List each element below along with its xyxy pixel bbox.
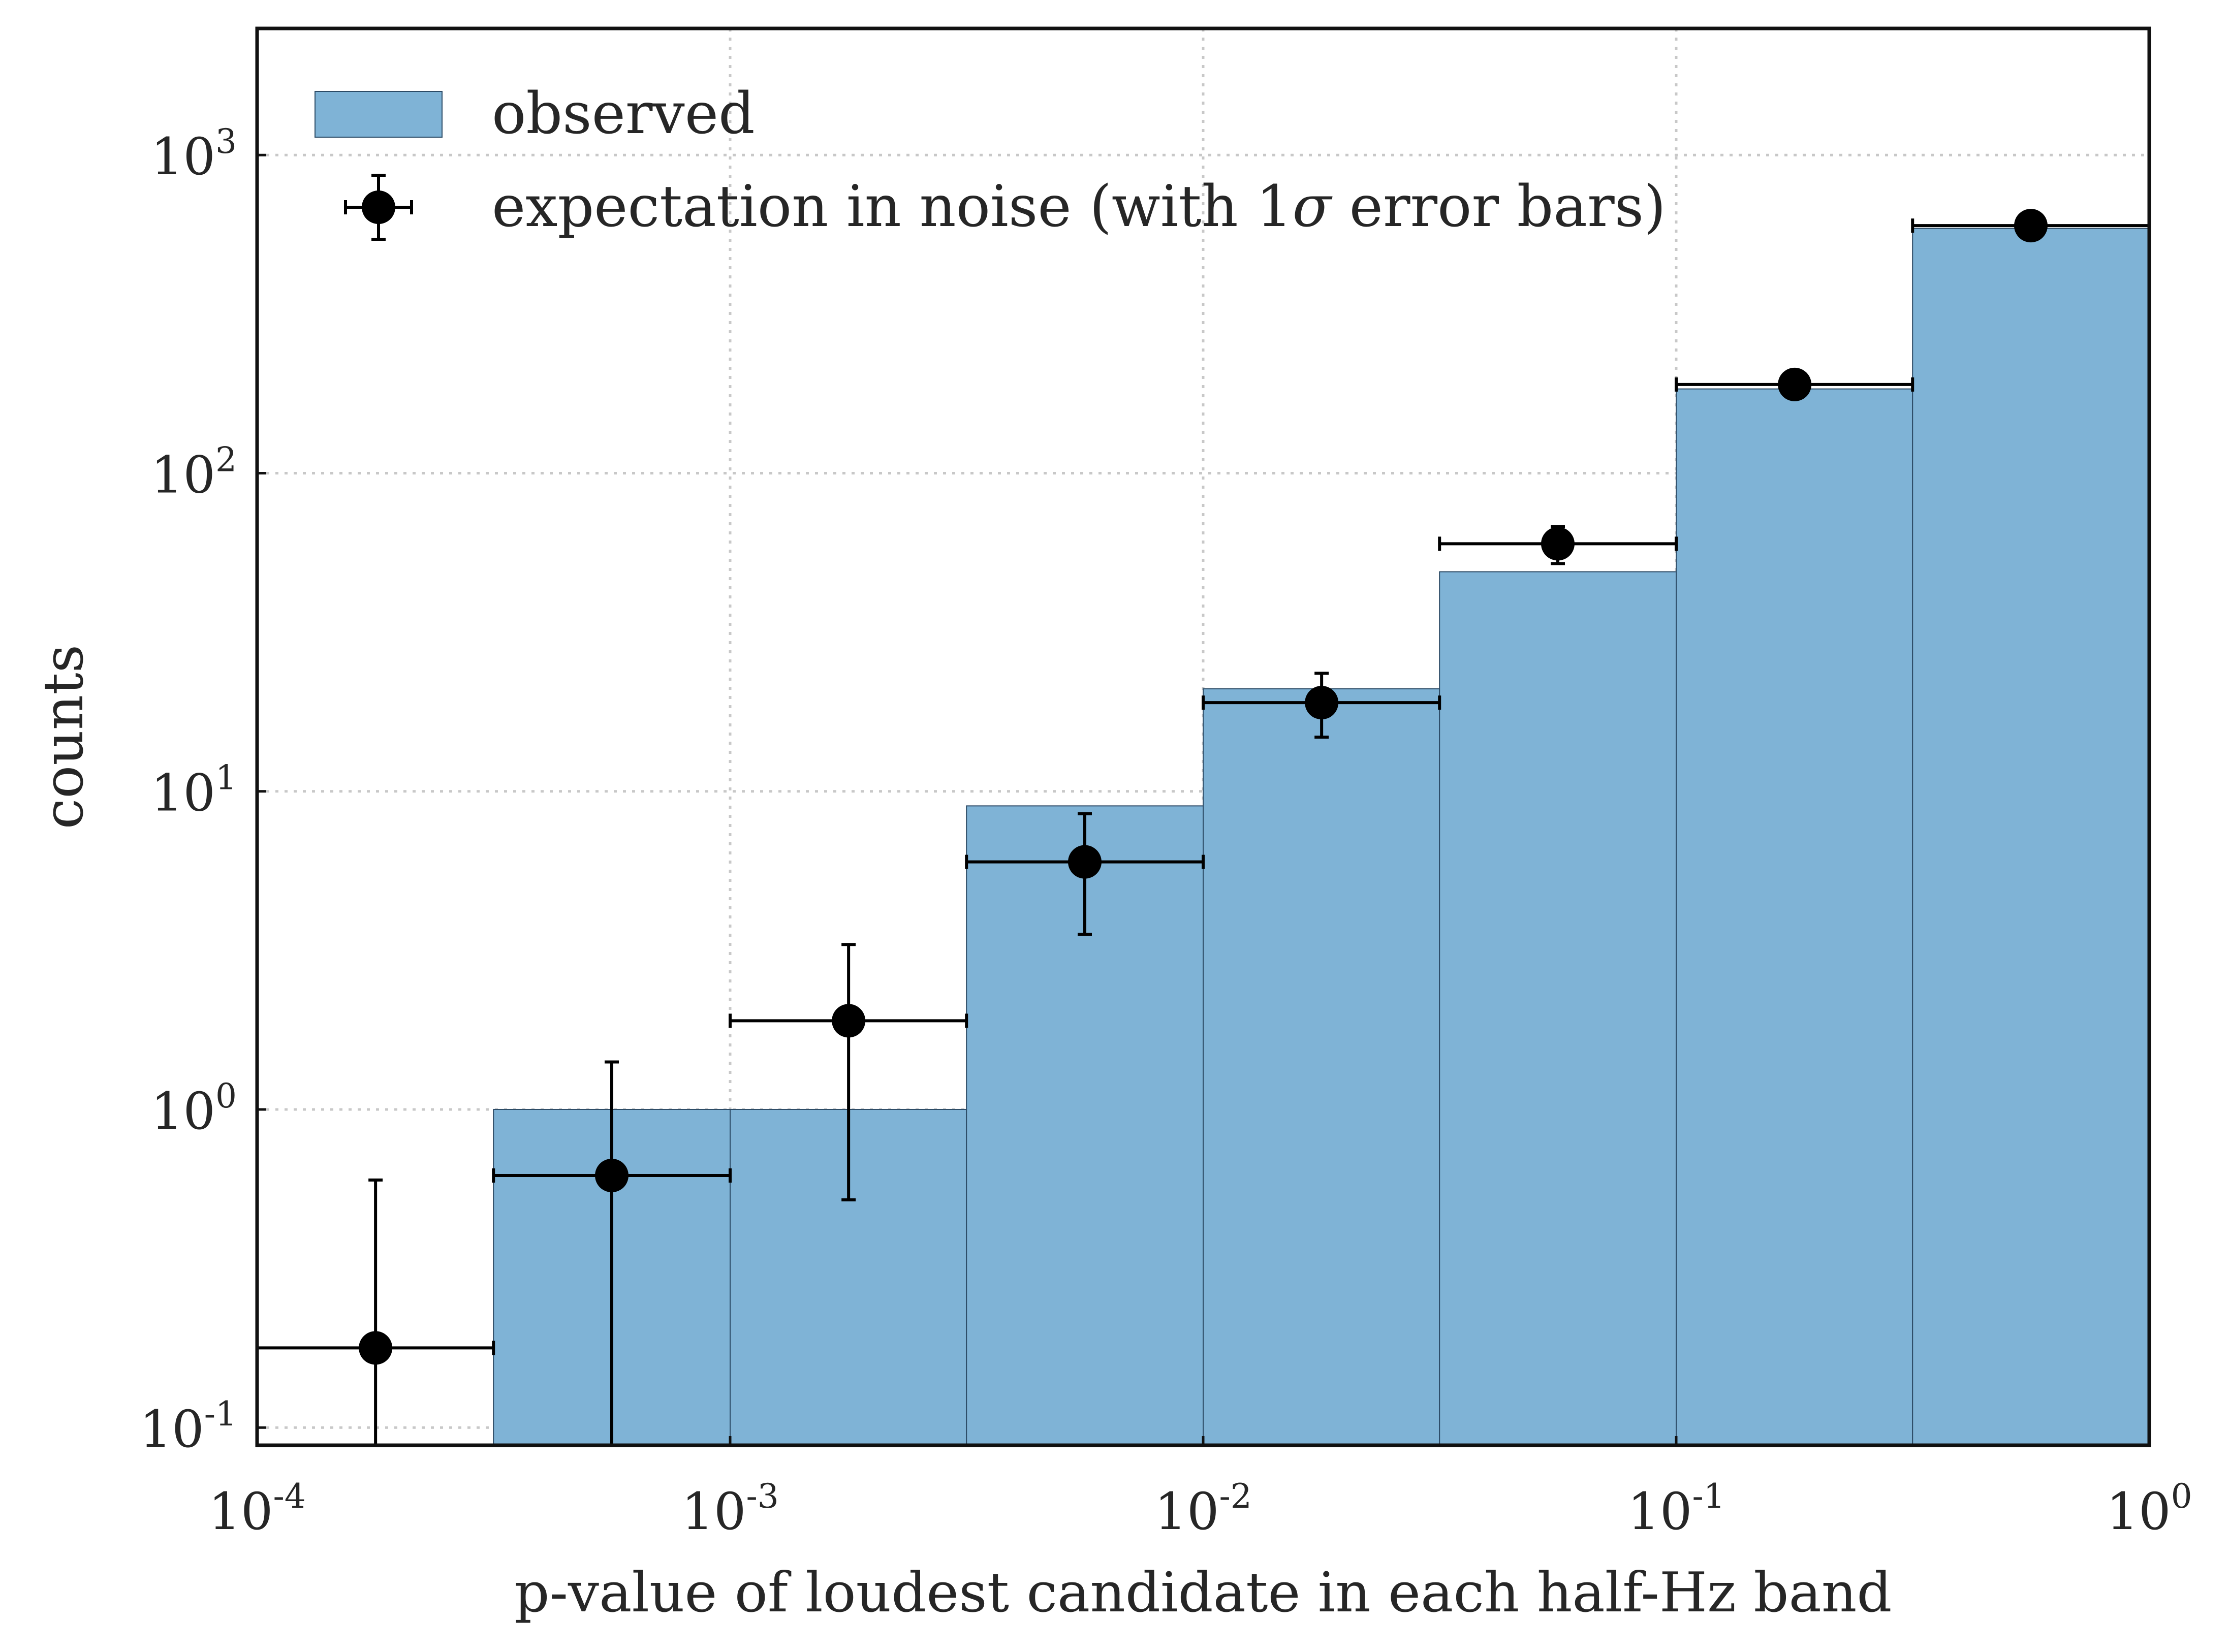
y-tick-label-base: 10 — [151, 1082, 215, 1141]
legend-observed-swatch — [315, 91, 443, 138]
legend-expectation-marker — [344, 174, 413, 241]
x-tick-label-exponent: -1 — [1692, 1477, 1724, 1516]
expectation-point — [595, 1158, 629, 1192]
legend-marker-dot — [362, 190, 395, 224]
expectation-point — [359, 1331, 393, 1365]
y-tick-label-base: 10 — [151, 764, 215, 823]
legend-observed-label: observed — [492, 81, 755, 147]
x-tick-label-exponent: -4 — [273, 1477, 305, 1516]
expectation-errorbars — [256, 209, 2151, 1445]
x-tick-label-base: 10 — [208, 1482, 273, 1541]
x-tick-label: 10-1 — [1627, 1477, 1725, 1541]
expectation-point — [1068, 845, 1102, 879]
observed-bar — [1439, 571, 1677, 1446]
x-tick-label: 100 — [2106, 1477, 2192, 1541]
expectation-point — [832, 1004, 866, 1038]
y-tick-label-exponent: -1 — [204, 1394, 237, 1434]
x-axis-label: p-value of loudest candidate in each hal… — [514, 1561, 1892, 1625]
y-tick-label-exponent: 2 — [215, 440, 237, 479]
x-tick-label-exponent: 0 — [2171, 1477, 2192, 1516]
y-tick-label-exponent: 0 — [215, 1076, 237, 1116]
x-tick-label: 10-2 — [1154, 1477, 1252, 1541]
y-tick-label-exponent: 3 — [215, 122, 237, 161]
y-tick-label: 103 — [151, 122, 237, 186]
expectation-point — [1305, 686, 1339, 720]
y-tick-label-base: 10 — [139, 1400, 204, 1459]
x-tick-label-base: 10 — [2106, 1482, 2171, 1541]
legend-expectation-label: expectation in noise (with 1σ error bars… — [492, 174, 1666, 240]
x-axis-ticks: 10-4 10-3 10-2 10-1 100 — [208, 1436, 2192, 1541]
y-tick-label-base: 10 — [151, 445, 215, 504]
legend-expectation-suffix: error bars) — [1331, 174, 1666, 240]
y-tick-label: 101 — [151, 758, 237, 823]
expectation-point — [2014, 209, 2048, 243]
x-tick-label-base: 10 — [1154, 1482, 1219, 1541]
expectation-point — [1541, 527, 1575, 561]
y-tick-label: 10-1 — [139, 1394, 237, 1459]
x-tick-label: 10-4 — [208, 1477, 306, 1541]
legend-sigma-symbol: σ — [1293, 174, 1333, 240]
y-tick-label-base: 10 — [151, 127, 215, 186]
y-tick-label-exponent: 1 — [215, 758, 237, 798]
x-tick-label-exponent: -2 — [1219, 1477, 1251, 1516]
x-tick-label-base: 10 — [681, 1482, 746, 1541]
y-tick-label: 100 — [151, 1076, 237, 1141]
expectation-point — [1778, 367, 1812, 401]
x-tick-label-exponent: -3 — [746, 1477, 778, 1516]
y-tick-label: 102 — [151, 440, 237, 504]
observed-bar — [1912, 228, 2150, 1446]
x-tick-label-base: 10 — [1627, 1482, 1692, 1541]
legend-expectation-prefix: expectation in noise (with 1 — [492, 174, 1293, 240]
observed-bar — [1676, 388, 1913, 1446]
legend: observed expectation in noise (with 1σ e… — [315, 81, 1666, 241]
y-axis-label: counts — [32, 645, 96, 829]
x-tick-label: 10-3 — [681, 1477, 779, 1541]
observed-bar — [1203, 688, 1440, 1446]
